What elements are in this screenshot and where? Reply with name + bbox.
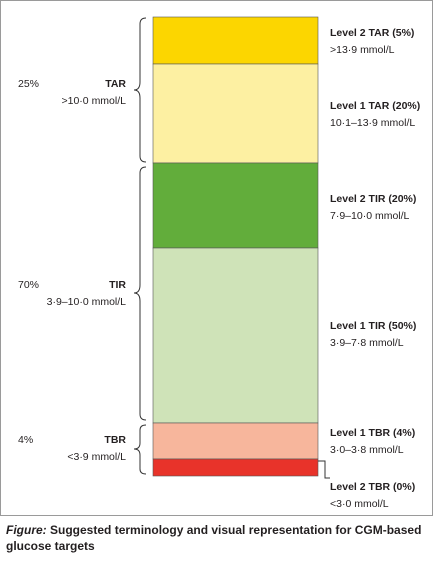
segment-level1-tbr bbox=[152, 422, 319, 460]
caption-text: Suggested terminology and visual represe… bbox=[6, 523, 422, 553]
brace-tir bbox=[133, 166, 147, 421]
level-range: 10·1–13·9 mmol/L bbox=[330, 117, 415, 129]
group-percent: 4% bbox=[18, 434, 33, 446]
brace-tbr bbox=[133, 424, 147, 475]
level-label: Level 1 TIR (50%) bbox=[330, 320, 416, 332]
level-label: Level 2 TIR (20%) bbox=[330, 193, 416, 205]
level-range: <3·0 mmol/L bbox=[330, 498, 389, 510]
group-percent: 25% bbox=[18, 78, 39, 90]
level-label: Level 1 TBR (4%) bbox=[330, 427, 415, 439]
segment-level1-tar bbox=[152, 63, 319, 164]
level-label: Level 1 TAR (20%) bbox=[330, 100, 420, 112]
level-range: 7·9–10·0 mmol/L bbox=[330, 210, 410, 222]
level-range: >13·9 mmol/L bbox=[330, 44, 395, 56]
segment-level2-tbr bbox=[152, 458, 319, 477]
group-label: TBR bbox=[104, 434, 126, 446]
figure-border bbox=[0, 0, 433, 516]
level-range: 3·9–7·8 mmol/L bbox=[330, 337, 404, 349]
level-label: Level 2 TAR (5%) bbox=[330, 27, 414, 39]
level-label: Level 2 TBR (0%) bbox=[330, 481, 415, 493]
caption: Figure: Suggested terminology and visual… bbox=[6, 522, 426, 554]
segment-level2-tar bbox=[152, 16, 319, 65]
segment-level2-tir bbox=[152, 162, 319, 249]
connector bbox=[318, 460, 330, 479]
group-label: TAR bbox=[105, 78, 126, 90]
group-label: TIR bbox=[109, 279, 126, 291]
group-percent: 70% bbox=[18, 279, 39, 291]
level-range: 3·0–3·8 mmol/L bbox=[330, 444, 404, 456]
segment-level1-tir bbox=[152, 247, 319, 424]
caption-label: Figure: bbox=[6, 523, 47, 537]
group-range: 3·9–10·0 mmol/L bbox=[47, 296, 127, 308]
brace-tar bbox=[133, 17, 147, 163]
figure: 25% TAR >10·0 mmol/L 70% TIR 3·9–10·0 mm… bbox=[0, 0, 433, 516]
group-range: <3·9 mmol/L bbox=[67, 451, 126, 463]
group-range: >10·0 mmol/L bbox=[62, 95, 127, 107]
